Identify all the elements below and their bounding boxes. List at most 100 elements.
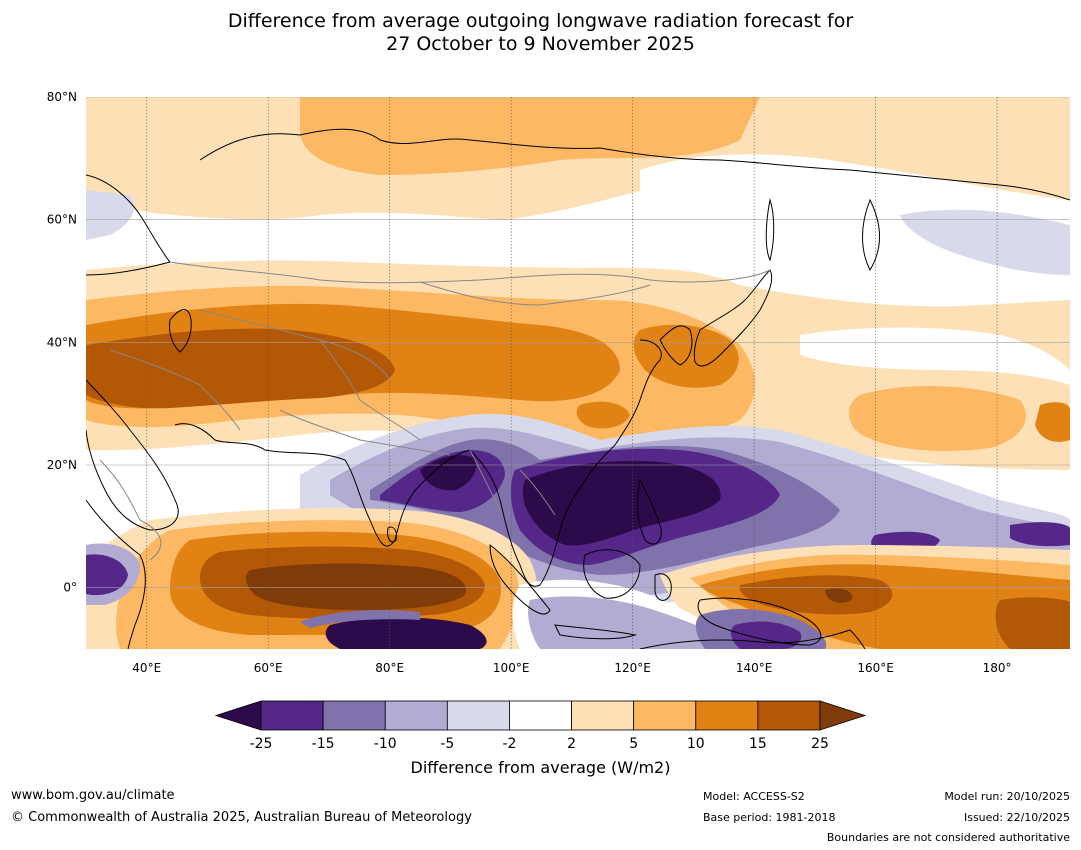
coastline-new-guinea [697, 597, 822, 646]
colorbar-segment-6 [633, 700, 697, 731]
anomaly-region-pacific-white [800, 327, 1070, 385]
coastline-borneo [583, 549, 641, 599]
colorbar-label-6: 5 [629, 736, 638, 752]
border-russia-south [169, 261, 771, 284]
coastline-sulawesi [654, 573, 672, 601]
boundaries-disclaimer: Boundaries are not considered authoritat… [826, 831, 1070, 844]
coastline-philippines [637, 478, 662, 545]
border-india-north [279, 409, 451, 456]
lon-tick-label-7: 180° [983, 661, 1012, 675]
coastline-arabia [86, 379, 179, 531]
colorbar-extend-low [214, 700, 262, 731]
chart-title: Difference from average outgoing longwav… [0, 10, 1081, 56]
border-mongolia [419, 281, 651, 306]
lon-tick-label-1: 60°E [254, 661, 283, 675]
anomaly-region-north-pacific-medium [848, 385, 1026, 451]
coastline-korea [659, 325, 693, 366]
copyright-text: © Commonwealth of Australia 2025, Austra… [11, 810, 472, 825]
anomaly-region-north-pacific-lavender [900, 209, 1070, 275]
anomaly-region-south-pacific-deep [739, 575, 1070, 649]
border-middle-east [109, 349, 241, 431]
colorbar-segment-7 [695, 700, 759, 731]
longitude-ticks: 40°E 60°E 80°E 100°E 120°E 140°E 160°E 180° [132, 661, 1011, 675]
anomaly-region-far-east-white [640, 154, 1070, 310]
anomaly-region-eastern-pacific-neg2 [1010, 522, 1070, 547]
colorbar-segment-5 [571, 700, 635, 731]
lon-tick-label-3: 100°E [493, 661, 530, 675]
title-line-2: 27 October to 9 November 2025 [386, 33, 695, 55]
colorbar-label-1: -15 [312, 736, 335, 752]
gridlines [86, 97, 1070, 649]
lat-tick-label-1: 60°N [47, 213, 77, 227]
coastline-java [554, 624, 637, 640]
coastline-kamchatka [862, 198, 880, 272]
coastline-japan [693, 269, 773, 367]
coastline-sri-lanka [387, 526, 397, 543]
colorbar-segment-0 [260, 700, 324, 731]
anomaly-region-arctic-medium [300, 97, 760, 175]
colorbar-title: Difference from average (W/m2) [410, 758, 671, 777]
anomaly-region-south-indian-neg-edge [300, 610, 420, 628]
colorbar-segment-1 [322, 700, 386, 731]
coastline-north-europe [86, 174, 171, 276]
title-line-1: Difference from average outgoing longwav… [227, 10, 854, 32]
anomaly-region-tibet-strong [86, 328, 395, 409]
anomaly-region-south-pacific-extreme [825, 588, 853, 603]
lon-tick-label-0: 40°E [132, 661, 161, 675]
colorbar-label-2: -10 [374, 736, 397, 752]
issued-date: Issued: 22/10/2025 [963, 811, 1070, 824]
anomaly-region-australia-deep [730, 621, 802, 649]
anomaly-region-central-white [86, 200, 700, 280]
coastline-india [264, 449, 471, 547]
lon-tick-label-4: 120°E [614, 661, 651, 675]
coastline-africa [86, 499, 146, 649]
colorbar-label-4: -2 [502, 736, 516, 752]
colorbar-label-5: 2 [567, 736, 576, 752]
coastline-sumatra [489, 543, 551, 615]
anomaly-region-african-neg-deep [86, 554, 128, 596]
colorbar-segment-8 [757, 700, 821, 731]
colorbar-label-9: 25 [811, 736, 829, 752]
colorbar-segment-3 [446, 700, 510, 731]
coastline-persian-gulf [174, 423, 266, 451]
coastlines [86, 128, 1070, 649]
colorbar-label-3: -5 [440, 736, 454, 752]
anomaly-region-urals-lavender [86, 190, 134, 240]
border-central-asia [199, 309, 391, 381]
colorbar-label-7: 10 [687, 736, 705, 752]
colorbar-segment-2 [384, 700, 448, 731]
colorbar-extend-high [819, 700, 867, 731]
latitude-ticks: 80°N 60°N 40°N 20°N 0° [47, 90, 77, 595]
coastline-arctic [199, 128, 1070, 201]
coastline-australia-north [639, 629, 866, 649]
model-name: Model: ACCESS-S2 [703, 790, 805, 803]
anomaly-region-south-indian-neg [325, 617, 487, 649]
coastline-southeast-asia [469, 339, 662, 587]
coastline-caspian [169, 309, 192, 353]
model-run-date: Model run: 20/10/2025 [944, 790, 1070, 803]
anomaly-region-north-pacific-strong [1035, 402, 1070, 442]
lon-tick-label-5: 140°E [736, 661, 773, 675]
anomaly-region-indian-ocean-extreme [245, 563, 466, 610]
border-africa-east [99, 459, 162, 561]
base-period: Base period: 1981-2018 [703, 811, 836, 824]
border-southeast-asia [469, 449, 556, 516]
coastline-sakhalin [765, 198, 775, 262]
anomaly-region-siberia-light [1000, 97, 1070, 200]
lon-tick-label-2: 80°E [375, 661, 404, 675]
colorbar-label-8: 15 [749, 736, 767, 752]
anomaly-region-china-medium [576, 401, 630, 429]
anomaly-region-tropical-neg-extreme [420, 455, 721, 546]
lat-tick-label-2: 40°N [47, 335, 77, 349]
colorbar: -25 -15 -10 -5 -2 2 5 10 15 25 [214, 700, 867, 752]
map-area [86, 97, 1070, 649]
borders [99, 261, 771, 561]
lat-tick-label-0: 80°N [47, 90, 77, 104]
lat-tick-label-3: 20°N [47, 458, 77, 472]
lon-tick-label-6: 160°E [857, 661, 894, 675]
website-link[interactable]: www.bom.gov.au/climate [11, 788, 175, 803]
anomaly-region-maritime-neg [528, 596, 745, 649]
colorbar-segment-4 [509, 700, 572, 731]
lat-tick-label-4: 0° [63, 581, 77, 595]
